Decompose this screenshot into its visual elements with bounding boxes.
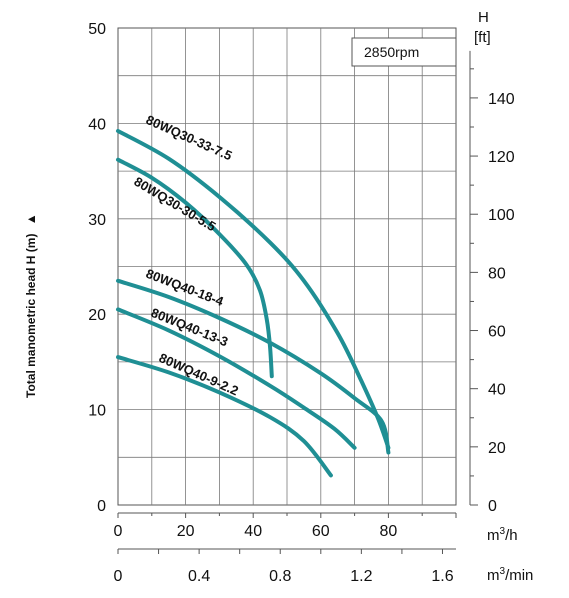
right-tick-label: 0 (488, 498, 497, 515)
right-tick-label: 20 (488, 440, 506, 457)
x-axis-unit-m3min: m3/min (487, 566, 533, 584)
right-tick-label: 140 (488, 91, 515, 108)
x2-tick-label: 0.4 (188, 568, 210, 585)
y-tick-label: 50 (88, 21, 106, 38)
grid (117, 27, 457, 506)
x-tick-label: 40 (244, 523, 262, 540)
y-axis-label-text: Total manometric head H (m) (24, 234, 38, 398)
right-tick-label: 100 (488, 207, 515, 224)
right-tick-label: 60 (488, 324, 506, 341)
y-tick-label: 10 (88, 403, 106, 420)
pump-curves (116, 129, 391, 478)
x-tick-label: 0 (114, 523, 123, 540)
labels: 80WQ30-33-7.580WQ30-30-5.580WQ40-18-480W… (131, 112, 240, 398)
y-tick-label: 40 (88, 116, 106, 133)
y-axis-label-marker: ▲ (24, 213, 38, 225)
y-tick-label: 20 (88, 307, 106, 324)
curve-80WQ40-9-2.2 (116, 355, 333, 478)
right-tick-label: 120 (488, 149, 515, 166)
x2-tick-label: 0.8 (269, 568, 291, 585)
curve-80WQ30-33-7.5 (116, 129, 391, 450)
curve-label: 80WQ30-30-5.5 (131, 174, 218, 234)
y-tick-label: 0 (97, 498, 106, 515)
curve-80WQ40-18-4 (116, 278, 391, 455)
curve-80WQ30-30-5.5 (116, 157, 274, 379)
x2-tick-label: 1.6 (431, 568, 453, 585)
right-axis-unit: [ft] (474, 29, 491, 46)
x-tick-label: 20 (177, 523, 195, 540)
right-tick-label: 40 (488, 382, 506, 399)
y-tick-label: 30 (88, 212, 106, 229)
x-tick-label: 80 (380, 523, 398, 540)
curve-label: 80WQ30-33-7.5 (144, 112, 235, 163)
rpm-box (351, 37, 457, 67)
x2-tick-label: 0 (114, 568, 123, 585)
right-tick-label: 80 (488, 265, 506, 282)
y-axis-label: Total manometric head H (m) ▲ (24, 213, 38, 398)
x2-tick-label: 1.2 (350, 568, 372, 585)
x-axis-unit-m3h: m3/h (487, 526, 518, 544)
x-tick-label: 60 (312, 523, 330, 540)
right-axis-title: H (478, 9, 489, 26)
curve-80WQ40-13-3 (116, 307, 357, 450)
rpm-annotation: 2850rpm (364, 44, 419, 60)
axes: 0 10 20 30 40 50 0 20 40 60 80 100 120 140 0 20 40 60 80 0 0… (88, 21, 515, 585)
